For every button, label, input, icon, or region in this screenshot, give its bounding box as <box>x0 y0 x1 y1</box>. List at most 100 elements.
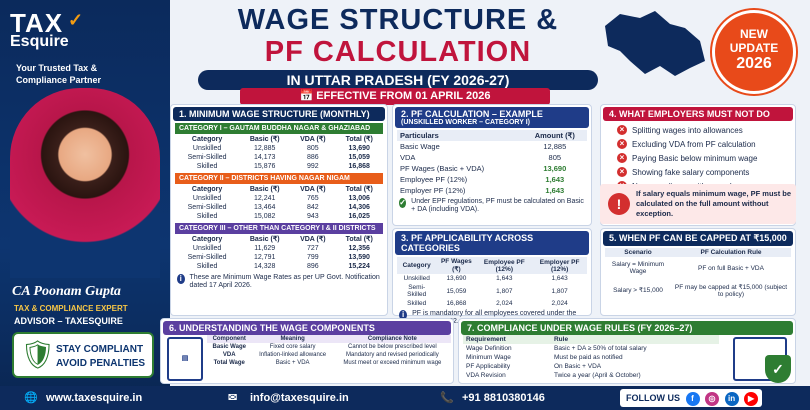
table-row: Basic Wage Fixed core salary Cannot be bel… <box>207 343 451 351</box>
col-header: Particulars <box>400 131 439 140</box>
table-row: Employer PF (12%) 1,643 <box>397 185 587 196</box>
table-cell: On Basic + VDA <box>553 363 602 370</box>
table-row: VDA 805 <box>397 152 587 163</box>
table-cell: Inflation-linked allowance <box>259 352 327 358</box>
linkedin-icon[interactable]: in <box>724 391 739 406</box>
website-link[interactable]: www.taxesquire.in <box>46 392 143 404</box>
table-row: Skilled 16,868 2,024 2,024 <box>397 299 587 308</box>
col-header: Basic (₹) <box>249 186 280 193</box>
list-item-text: Paying Basic below minimum wage <box>632 153 758 163</box>
category-2-table: Category Basic (₹) VDA (₹) Total (₹) Unskil… <box>175 184 383 221</box>
effective-date-bar: 📅 EFFECTIVE FROM 01 APRIL 2026 <box>240 88 550 105</box>
badge-line-2: UPDATE <box>729 41 779 55</box>
logo-swoosh-icon: ✓ <box>68 10 84 30</box>
table-cell: Basic Wage <box>400 142 440 151</box>
must-not-list: × Splitting wages into allowances × Exclud… <box>617 125 779 191</box>
table-row: Semi-Skilled 15,059 1,807 1,807 <box>397 283 587 299</box>
table-cell: 896 <box>307 263 319 270</box>
list-item: × Showing fake salary components <box>617 167 779 177</box>
table-row: VDA Inflation-linked allowance Mandatory a… <box>207 351 451 359</box>
table-cell: VDA <box>222 352 236 358</box>
col-header: Scenario <box>624 249 652 256</box>
section-pf-example: 2. PF CALCULATION – EXAMPLE (UNSKILLED WO… <box>392 104 592 226</box>
table-cell: 15,224 <box>348 263 370 270</box>
table-cell: 805 <box>307 145 319 152</box>
col-header: Component <box>212 336 246 342</box>
warning-box: ! If salary equals minimum wage, PF must… <box>600 184 796 224</box>
section-1-note-text: These are Minimum Wage Rates as per UP G… <box>189 274 380 289</box>
table-cell: 13,690 <box>446 275 467 282</box>
category-2-title: CATEGORY II – DISTRICTS HAVING NAGAR NIG… <box>175 173 383 184</box>
pf-cap-table: Scenario PF Calculation Rule Salary = Min… <box>605 248 791 301</box>
table-cell: PF may be capped at ₹15,000 (subject to … <box>674 283 788 298</box>
table-cell: 14,306 <box>348 204 370 211</box>
cross-icon: × <box>617 125 627 135</box>
table-cell: PF Wages (Basic + VDA) <box>400 164 485 173</box>
table-cell: Cannot be below prescribed level <box>348 344 437 350</box>
table-cell: PF Applicability <box>466 363 511 370</box>
table-row: Skilled 15,082 943 16,025 <box>175 212 383 221</box>
instagram-icon[interactable]: ◎ <box>705 391 720 406</box>
table-cell: VDA Revision <box>466 372 506 379</box>
section-6-title: 6. UNDERSTANDING THE WAGE COMPONENTS <box>163 321 451 335</box>
table-cell: 14,173 <box>254 154 276 161</box>
table-cell: 727 <box>307 245 319 252</box>
col-header: Rule <box>553 336 569 343</box>
table-cell: Basic Wage <box>212 344 246 350</box>
facebook-icon[interactable]: f <box>685 391 700 406</box>
phone-link[interactable]: +91 8810380146 <box>462 392 545 404</box>
list-item-text: Excluding VDA from PF calculation <box>632 139 756 149</box>
col-header: Compliance Note <box>367 336 417 342</box>
cross-icon: × <box>617 167 627 177</box>
col-header: Amount (₹) <box>534 131 575 140</box>
table-cell: Skilled <box>196 163 218 170</box>
category-3-title: CATEGORY III – OTHER THAN CATEGORY I & I… <box>175 223 383 234</box>
table-cell: 1,643 <box>551 275 568 282</box>
table-cell: Fixed core salary <box>269 344 316 350</box>
table-cell: 14,328 <box>254 263 276 270</box>
section-compliance-rules: 7. COMPLIANCE UNDER WAGE RULES (FY 2026–… <box>458 318 796 384</box>
section-pf-cap: 5. WHEN PF CAN BE CAPPED AT ₹15,000 Scen… <box>600 228 796 316</box>
table-cell: 2,024 <box>496 300 513 307</box>
section-5-title: 5. WHEN PF CAN BE CAPPED AT ₹15,000 <box>603 231 793 246</box>
youtube-icon[interactable]: ▶ <box>744 391 759 406</box>
col-header: Total (₹) <box>345 136 373 143</box>
cross-icon: × <box>617 153 627 163</box>
table-cell: 11,629 <box>254 245 276 252</box>
presenter-role-1: TAX & COMPLIANCE EXPERT <box>14 304 128 313</box>
document-calculator-icon: ▤ <box>167 337 203 381</box>
email-link[interactable]: info@taxesquire.in <box>250 392 349 404</box>
table-cell: Unskilled <box>192 195 222 202</box>
section-2-note-text: Under EPF regulations, PF must be calcul… <box>411 198 584 213</box>
list-item: × Excluding VDA from PF calculation <box>617 139 779 149</box>
table-row: Skilled 14,328 896 15,224 <box>175 262 383 271</box>
section-2-note: ✓ Under EPF regulations, PF must be calcu… <box>399 198 585 214</box>
logo-top-text: TAX <box>10 8 64 38</box>
table-row: Unskilled 12,241 765 13,006 <box>175 194 383 203</box>
table-cell: 12,356 <box>348 245 370 252</box>
table-cell: PF on full Basic + VDA <box>698 264 764 272</box>
table-cell: Wage Definition <box>466 345 512 352</box>
table-cell: 992 <box>307 163 319 170</box>
list-item: × Paying Basic below minimum wage <box>617 153 779 163</box>
category-1-table: Category Basic (₹) VDA (₹) Total (₹) Unskil… <box>175 134 383 171</box>
wage-components-table: Component Meaning Compliance Note Basic Wa… <box>207 335 451 367</box>
table-cell: Skilled <box>407 300 427 307</box>
table-cell: 12,241 <box>254 195 276 202</box>
table-cell: VDA <box>400 153 416 162</box>
table-row: Wage Definition Basic + DA ≥ 50% of total… <box>463 344 719 353</box>
section-1-title: 1. MINIMUM WAGE STRUCTURE (MONTHLY) <box>173 107 385 121</box>
table-row: Unskilled 12,885 805 13,690 <box>175 144 383 153</box>
table-cell: 12,885 <box>543 142 567 151</box>
email-icon: ✉ <box>228 392 238 404</box>
subtitle-bar: IN UTTAR PRADESH (FY 2026-27) <box>198 70 598 90</box>
taxesquire-logo: TAX ✓ Esquire <box>10 8 120 60</box>
table-cell: 16,868 <box>446 300 467 307</box>
pf-example-table: Particulars Amount (₹) Basic Wage 12,885 V… <box>397 130 587 196</box>
presenter-name: CA Poonam Gupta <box>12 284 121 299</box>
table-row: PF Applicability On Basic + VDA <box>463 362 719 371</box>
section-pf-applicability: 3. PF APPLICABILITY ACROSS CATEGORIES Ca… <box>392 228 592 325</box>
effective-date-text: EFFECTIVE FROM 01 APRIL 2026 <box>316 90 491 102</box>
table-cell: 799 <box>307 254 319 261</box>
section-4-title: 4. WHAT EMPLOYERS MUST NOT DO <box>603 107 793 121</box>
